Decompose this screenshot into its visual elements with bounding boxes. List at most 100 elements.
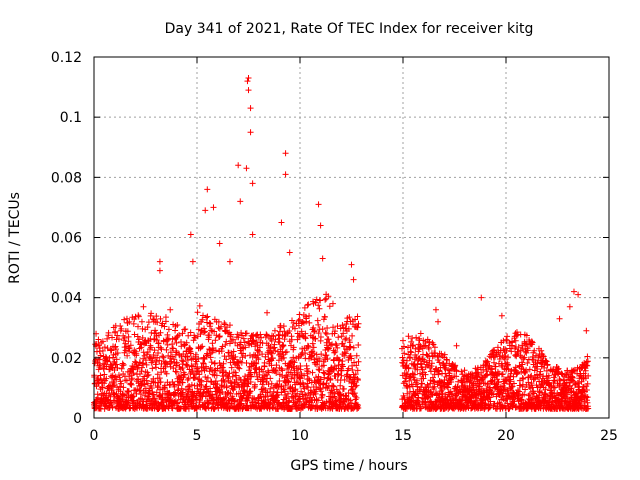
roti-point bbox=[273, 369, 280, 376]
roti-point bbox=[325, 293, 332, 300]
roti-point bbox=[309, 369, 316, 376]
roti-point bbox=[337, 396, 344, 403]
roti-point bbox=[341, 349, 348, 356]
roti-point bbox=[154, 354, 161, 361]
roti-point bbox=[207, 320, 214, 327]
roti-point bbox=[265, 396, 272, 403]
roti-point bbox=[417, 330, 424, 337]
roti-point bbox=[173, 339, 180, 346]
x-tick-label: 25 bbox=[600, 428, 618, 444]
roti-point bbox=[259, 351, 266, 358]
roti-point bbox=[129, 375, 136, 382]
roti-point bbox=[345, 325, 352, 332]
roti-point bbox=[323, 352, 330, 359]
roti-point bbox=[95, 336, 102, 343]
roti-point bbox=[183, 339, 190, 346]
roti-peak-point bbox=[156, 258, 163, 265]
roti-point bbox=[458, 368, 465, 375]
roti-peak-point bbox=[478, 294, 485, 301]
roti-point bbox=[134, 366, 141, 373]
roti-point bbox=[270, 333, 277, 340]
roti-point bbox=[164, 331, 171, 338]
roti-point bbox=[130, 370, 137, 377]
roti-point bbox=[187, 329, 194, 336]
roti-point bbox=[188, 381, 195, 388]
roti-point bbox=[408, 394, 415, 401]
roti-point bbox=[257, 331, 264, 338]
roti-point bbox=[198, 382, 205, 389]
roti-point bbox=[153, 358, 160, 365]
roti-point bbox=[544, 361, 551, 368]
roti-point bbox=[123, 377, 130, 384]
y-tick-label: 0.06 bbox=[51, 231, 82, 247]
roti-point bbox=[411, 376, 418, 383]
roti-point bbox=[199, 343, 206, 350]
roti-point bbox=[271, 344, 278, 351]
roti-point bbox=[142, 357, 149, 364]
roti-peak-point bbox=[350, 276, 357, 283]
roti-point bbox=[164, 361, 171, 368]
roti-point bbox=[545, 372, 552, 379]
roti-point bbox=[455, 378, 462, 385]
roti-point bbox=[332, 340, 339, 347]
roti-point bbox=[185, 375, 192, 382]
roti-point bbox=[509, 383, 516, 390]
roti-point bbox=[173, 368, 180, 375]
roti-point bbox=[108, 401, 115, 408]
roti-point bbox=[510, 401, 517, 408]
roti-point bbox=[304, 395, 311, 402]
roti-point bbox=[279, 372, 286, 379]
roti-point bbox=[305, 375, 312, 382]
roti-point bbox=[327, 375, 334, 382]
y-tick-label: 0 bbox=[73, 411, 82, 427]
roti-point bbox=[103, 375, 110, 382]
roti-point bbox=[234, 381, 241, 388]
roti-point bbox=[173, 359, 180, 366]
roti-point bbox=[443, 362, 450, 369]
roti-point bbox=[523, 367, 530, 374]
roti-point bbox=[422, 342, 429, 349]
roti-point bbox=[129, 393, 136, 400]
roti-point bbox=[191, 374, 198, 381]
roti-point bbox=[224, 330, 231, 337]
roti-point bbox=[407, 348, 414, 355]
roti-point bbox=[414, 377, 421, 384]
roti-point bbox=[207, 385, 214, 392]
roti-point bbox=[226, 370, 233, 377]
roti-point bbox=[280, 386, 287, 393]
roti-point bbox=[419, 380, 426, 387]
roti-peak-point bbox=[249, 180, 256, 187]
roti-point bbox=[113, 361, 120, 368]
roti-point bbox=[405, 365, 412, 372]
roti-point bbox=[310, 344, 317, 351]
roti-point bbox=[335, 371, 342, 378]
roti-point bbox=[524, 360, 531, 367]
roti-point bbox=[215, 405, 222, 412]
roti-point bbox=[430, 377, 437, 384]
roti-point bbox=[441, 364, 448, 371]
roti-point bbox=[278, 365, 285, 372]
roti-point bbox=[413, 334, 420, 341]
roti-point bbox=[208, 327, 215, 334]
roti-peak-point bbox=[237, 198, 244, 205]
roti-point bbox=[486, 394, 493, 401]
roti-point bbox=[283, 348, 290, 355]
roti-point bbox=[184, 353, 191, 360]
roti-point bbox=[137, 387, 144, 394]
roti-point bbox=[150, 316, 157, 323]
roti-point bbox=[453, 373, 460, 380]
roti-point bbox=[320, 380, 327, 387]
y-tick-label: 0.04 bbox=[51, 291, 82, 307]
roti-peak-point bbox=[210, 204, 217, 211]
roti-point bbox=[117, 322, 124, 329]
roti-point bbox=[308, 349, 315, 356]
roti-point bbox=[244, 397, 251, 404]
roti-point bbox=[237, 390, 244, 397]
roti-point bbox=[125, 387, 132, 394]
roti-point bbox=[338, 367, 345, 374]
roti-point bbox=[512, 337, 519, 344]
roti-point bbox=[203, 383, 210, 390]
roti-point bbox=[134, 333, 141, 340]
roti-peak-point bbox=[189, 258, 196, 265]
roti-point bbox=[322, 329, 329, 336]
